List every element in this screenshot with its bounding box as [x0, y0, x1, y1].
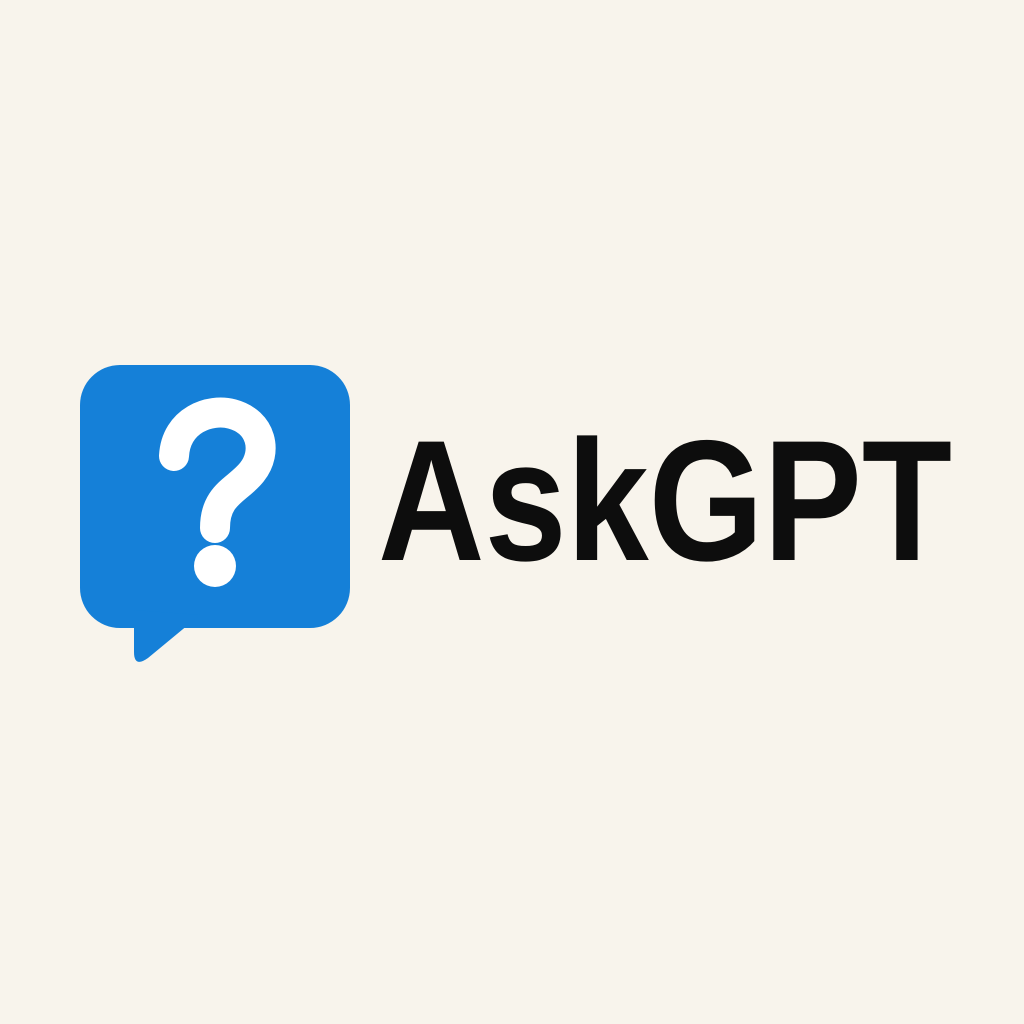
chat-bubble-icon — [80, 365, 350, 662]
bubble-tail — [134, 610, 200, 662]
question-mark-dot — [194, 545, 236, 587]
brand-name: AskGPT — [378, 405, 952, 597]
question-mark-curve — [159, 397, 276, 543]
